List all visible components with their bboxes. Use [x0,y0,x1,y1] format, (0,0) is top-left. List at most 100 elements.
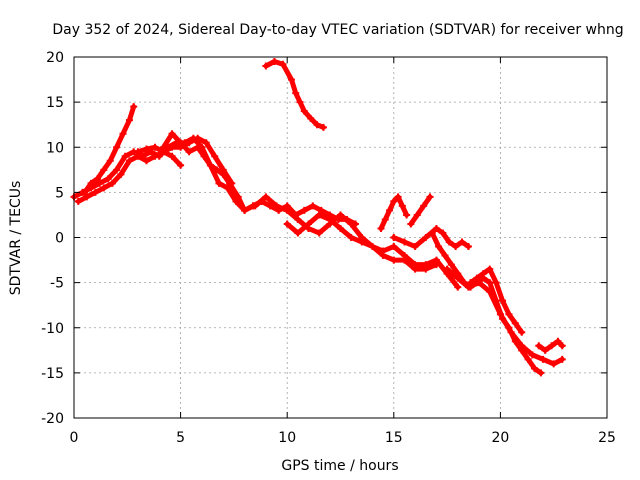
data-point [292,89,300,97]
chart-title: Day 352 of 2024, Sidereal Day-to-day VTE… [52,22,623,38]
data-point [390,243,398,251]
x-tick-labels: 0 5 10 15 20 25 [70,430,616,446]
data-point [492,279,500,287]
data-point [420,202,428,210]
data-point [287,76,295,84]
data-point [447,261,455,269]
data-point [206,161,214,169]
data-point [108,179,116,187]
data-point [283,206,291,214]
data-point [262,193,270,201]
data-point [305,220,313,228]
data-point [125,116,133,124]
data-point [548,342,556,350]
data-point [528,351,536,359]
data-point [499,297,507,305]
data-point [168,152,176,160]
data-point [121,152,129,160]
data-point [300,206,308,214]
data-point [411,243,419,251]
data-point [445,238,453,246]
data-point [518,328,526,336]
data-points-layer [70,58,566,377]
data-point [313,121,321,129]
y-tick-label: -15 [41,366,64,382]
data-point [317,206,325,214]
data-point [507,328,515,336]
data-point [411,261,419,269]
data-point [119,130,127,138]
data-point [168,130,176,138]
data-point [296,98,304,106]
data-point [134,148,142,156]
data-point [475,279,483,287]
data-point [96,179,104,187]
data-point [326,215,334,223]
data-point [443,265,451,273]
data-point [315,229,323,237]
data-point [426,193,434,201]
series-trace [263,59,326,130]
data-point [142,157,150,165]
data-point [234,193,242,201]
series-sat-h [283,211,462,291]
x-tick-label: 15 [385,430,403,446]
data-point [270,58,278,66]
data-point [452,243,460,251]
data-point [479,270,487,278]
y-tick-label: -10 [41,321,64,337]
data-point [539,355,547,363]
x-axis-label: GPS time / hours [281,458,398,474]
data-point [294,215,302,223]
y-axis-label: SDTVAR / TECUs [8,181,24,296]
series-sat-n [467,265,526,336]
data-point [319,123,327,131]
data-point [81,188,89,196]
series-trace [408,194,433,227]
series-sat-g [251,193,440,273]
data-point [213,166,221,174]
data-point [432,224,440,232]
data-point [106,157,114,165]
data-point [403,211,411,219]
data-point [531,364,539,372]
data-point [541,346,549,354]
data-point [464,283,472,291]
data-point [381,215,389,223]
data-point [168,143,176,151]
data-point [358,238,366,246]
data-point [125,157,133,165]
y-tick-label: 20 [46,50,64,66]
x-tick-label: 0 [70,430,79,446]
data-point [219,170,227,178]
data-point [486,279,494,287]
x-tick-label: 5 [176,430,185,446]
data-point [432,256,440,264]
x-tick-label: 10 [278,430,296,446]
data-point [300,107,308,115]
data-point [368,243,376,251]
data-point [117,170,125,178]
data-point [202,139,210,147]
data-point [496,310,504,318]
data-point [251,202,259,210]
y-tick-label: -20 [41,411,64,427]
data-point [185,148,193,156]
data-point [100,184,108,192]
data-point [113,166,121,174]
data-point [226,179,234,187]
data-point [464,243,472,251]
data-point [554,337,562,345]
data-point [273,202,281,210]
data-point [194,143,202,151]
series-sat-b [74,134,236,205]
series-trace [161,131,265,213]
data-point [390,234,398,241]
data-point [518,342,526,350]
data-point [435,243,443,251]
data-point [211,152,219,160]
y-tick-label: 15 [46,95,64,111]
data-point [337,224,344,232]
data-point [550,360,558,368]
